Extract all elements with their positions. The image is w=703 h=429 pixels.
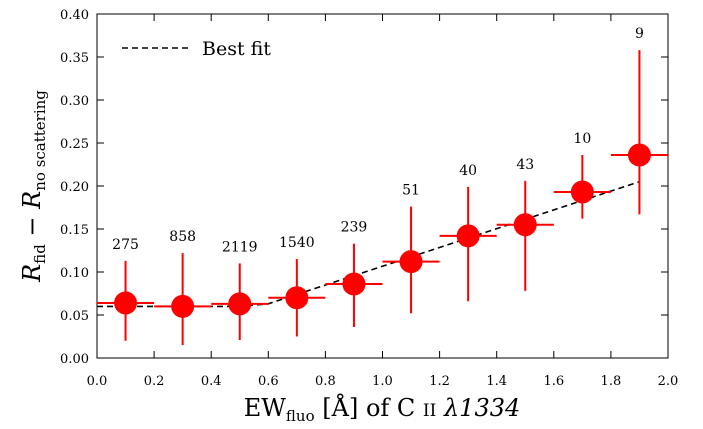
count-label: 40 [459, 163, 477, 179]
x-tick-label: 1.6 [543, 374, 564, 389]
count-label: 239 [341, 220, 368, 236]
count-label: 9 [635, 26, 644, 42]
x-axis-label: EWfluo [Å] of C II λ1334 [244, 393, 521, 425]
y-label-part: − R [18, 191, 46, 244]
x-tick-label: 1.2 [429, 374, 450, 389]
x-label-part: EW [244, 394, 287, 422]
y-tick-label: 0.00 [60, 352, 89, 367]
y-tick-label: 0.25 [60, 137, 89, 152]
data-point [171, 294, 195, 318]
y-tick-label: 0.40 [60, 8, 89, 23]
x-label-part: [Å] of C [315, 393, 423, 422]
x-tick-label: 0.2 [144, 374, 165, 389]
y-tick-label: 0.30 [60, 94, 89, 109]
data-point [399, 250, 423, 274]
y-tick-label: 0.20 [60, 180, 89, 195]
data-point [513, 213, 537, 237]
count-label: 10 [573, 131, 591, 147]
data-point [456, 224, 480, 248]
x-tick-label: 0.8 [315, 374, 336, 389]
count-label: 858 [169, 229, 196, 245]
y-tick-label: 0.10 [60, 266, 89, 281]
count-label: 2119 [222, 239, 258, 255]
data-point [342, 272, 366, 296]
x-tick-label: 0.4 [201, 374, 222, 389]
data-point [228, 292, 252, 316]
data-point [114, 291, 138, 315]
x-tick-label: 0.6 [258, 374, 279, 389]
x-tick-label: 2.0 [658, 374, 679, 389]
y-label-part: fid [31, 244, 49, 264]
x-tick-label: 1.8 [601, 374, 622, 389]
x-tick-label: 0.0 [87, 374, 108, 389]
legend-label: Best fit [202, 38, 271, 60]
y-tick-label: 0.05 [60, 309, 89, 324]
data-point [285, 286, 309, 310]
data-point [570, 180, 594, 204]
count-label: 43 [516, 157, 534, 173]
x-label-part: λ1334 [436, 394, 520, 422]
y-label-part: no scattering [31, 90, 49, 191]
count-label: 1540 [279, 235, 315, 251]
data-point [627, 143, 651, 167]
x-tick-label: 1.0 [372, 374, 393, 389]
y-tick-label: 0.35 [60, 51, 89, 66]
count-label: 275 [112, 237, 139, 253]
y-axis-label: Rfid − Rno scattering [18, 90, 49, 283]
x-tick-label: 1.4 [486, 374, 507, 389]
y-tick-label: 0.15 [60, 223, 89, 238]
count-label: 51 [402, 183, 420, 199]
y-label-part: R [18, 264, 46, 283]
x-label-part: fluo [286, 407, 315, 425]
x-label-part: II [423, 401, 436, 421]
